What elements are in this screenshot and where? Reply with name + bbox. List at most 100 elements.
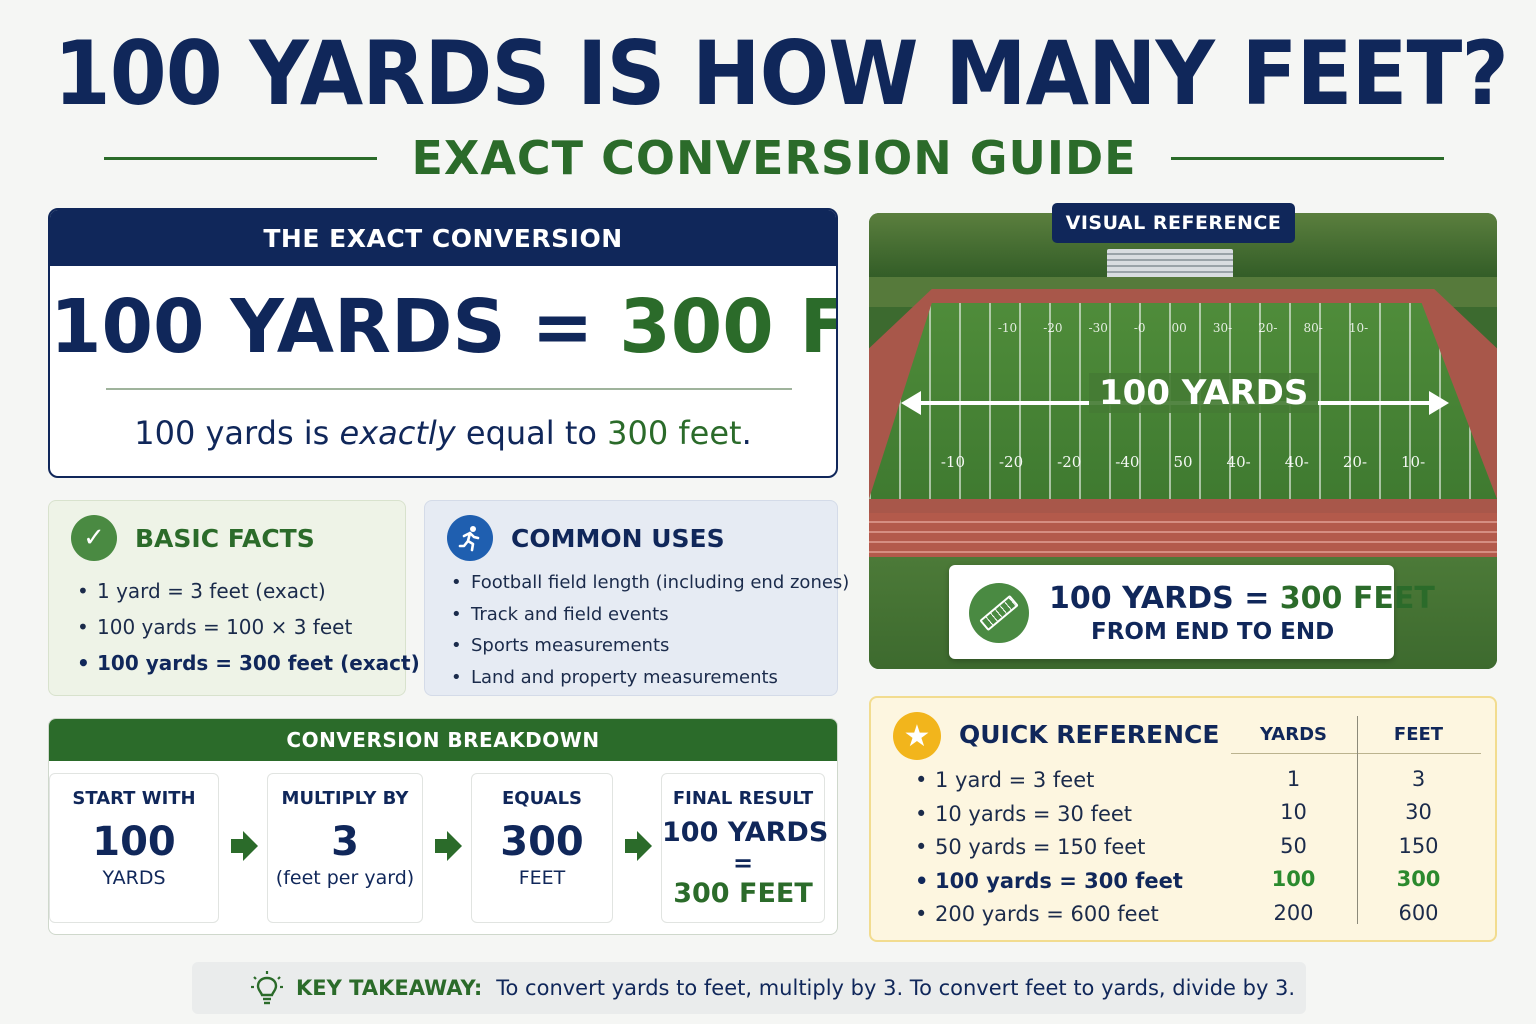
runner-icon-glyph [458, 526, 480, 552]
yard-number: 30- [1212, 321, 1233, 335]
final-result-equals: = [732, 849, 754, 877]
field-yards-label: 100 YARDS [1089, 373, 1319, 413]
final-result-line3: 300 FEET [673, 878, 813, 909]
visual-reference-label: VISUAL REFERENCE [1052, 203, 1295, 243]
exact-conversion-equation: 100 YARDS = 300 FEET [50, 284, 836, 370]
yard-number: -20 [1057, 453, 1082, 471]
step-label: FINAL RESULT [672, 788, 814, 809]
cell-feet: 600 [1398, 900, 1439, 925]
yard-number: 40- [1284, 453, 1309, 471]
sentence-period: . [741, 414, 752, 452]
exact-divider [106, 388, 792, 390]
step-label: START WITH [72, 788, 196, 809]
yard-number: -40 [1115, 453, 1140, 471]
list-item: 100 yards = 300 feet [915, 865, 1183, 899]
lightbulb-icon [251, 971, 283, 1005]
breakdown-step-start: START WITH 100 YARDS [49, 773, 219, 923]
list-item: 10 yards = 30 feet [915, 798, 1183, 832]
exact-left-value: 100 YARDS [50, 284, 506, 370]
football-field-image: -10 -20 -30 -0 00 30- 20- 80- 10- -10 -2… [869, 213, 1497, 669]
bleachers [1107, 249, 1233, 279]
list-item: 100 yards = 100 × 3 feet [77, 609, 420, 645]
quick-reference-title: QUICK REFERENCE [959, 720, 1220, 749]
list-item: 1 yard = 3 feet [915, 764, 1183, 798]
table-row: 200 600 [1231, 896, 1481, 930]
subtitle-rule-right [1170, 156, 1445, 160]
table-divider [1357, 716, 1358, 924]
exact-right-value: 300 FEET [619, 284, 836, 370]
page-title: 100 YARDS IS HOW MANY FEET? [53, 22, 1509, 125]
field-callout: 100 YARDS = 300 FEET FROM END TO END [949, 565, 1435, 659]
list-item: 200 yards = 600 feet [915, 898, 1183, 932]
yard-number: 80- [1303, 321, 1323, 335]
key-takeaway-label: KEY TAKEAWAY: [296, 976, 483, 1000]
yard-number: 00 [1171, 321, 1187, 335]
cell-yards: 200 [1273, 900, 1314, 925]
table-body: 1 3 10 30 50 150 100 300 200 600 [1231, 754, 1481, 930]
list-item: 100 yards = 300 feet (exact) [77, 645, 420, 681]
exact-equals-sign: = [531, 284, 594, 370]
key-takeaway-bar: KEY TAKEAWAY: To convert yards to feet, … [192, 962, 1306, 1014]
yard-number: 20- [1258, 321, 1278, 335]
cell-feet: 30 [1405, 800, 1432, 825]
quick-reference-card: ★ QUICK REFERENCE 1 yard = 3 feet 10 yar… [869, 696, 1497, 942]
star-icon: ★ [893, 712, 941, 760]
common-uses-list: Football field length (including end zon… [451, 567, 849, 693]
list-item: 1 yard = 3 feet (exact) [77, 573, 420, 609]
exact-conversion-card: THE EXACT CONVERSION 100 YARDS = 300 FEE… [48, 208, 838, 478]
yard-number: 20- [1342, 453, 1368, 471]
table-header: YARDS FEET [1231, 716, 1481, 754]
subtitle-row: EXACT CONVERSION GUIDE [104, 130, 1445, 186]
cell-yards: 1 [1286, 766, 1301, 791]
cell-feet: 3 [1411, 766, 1426, 791]
yard-numbers-far: -10 -20 -30 -0 00 30- 20- 80- 10- [869, 321, 1497, 335]
sentence-part-a: 100 yards is [134, 414, 340, 452]
yard-number: -0 [1133, 321, 1146, 335]
cell-yards: 50 [1280, 833, 1307, 858]
subtitle-rule-left [104, 156, 378, 160]
list-item: Football field length (including end zon… [451, 567, 849, 599]
yard-number: 50 [1173, 453, 1193, 471]
yard-number: -10 [997, 321, 1018, 335]
sentence-emphasis: exactly [339, 414, 456, 452]
arrow-right-icon [1429, 391, 1449, 415]
exact-conversion-header: THE EXACT CONVERSION [50, 210, 836, 266]
yard-number: 10- [1348, 321, 1369, 335]
callout-line1: 100 YARDS = 300 FEET [1049, 581, 1435, 616]
column-header-feet: FEET [1393, 724, 1444, 745]
common-uses-title: COMMON USES [511, 523, 725, 553]
table-row: 50 150 [1231, 829, 1481, 863]
runner-icon [447, 515, 493, 561]
callout-line2: FROM END TO END [1091, 619, 1335, 645]
final-result-line1: 100 YARDS [662, 817, 829, 848]
yard-numbers-near: -10 -20 -20 -40 50 40- 40- 20- 10- [869, 453, 1497, 471]
callout-yards: 100 YARDS = [1049, 581, 1280, 616]
page-subtitle: EXACT CONVERSION GUIDE [411, 131, 1137, 185]
step-unit: (feet per yard) [275, 867, 415, 889]
basic-facts-head: ✓ BASIC FACTS [71, 515, 315, 561]
yard-number: -10 [940, 453, 965, 471]
basic-facts-title: BASIC FACTS [135, 523, 315, 553]
basic-facts-list: 1 yard = 3 feet (exact) 100 yards = 100 … [77, 573, 420, 681]
step-value: 300 [500, 819, 584, 865]
breakdown-step-final: FINAL RESULT 100 YARDS = 300 FEET [661, 773, 829, 923]
basic-facts-card: ✓ BASIC FACTS 1 yard = 3 feet (exact) 10… [48, 500, 420, 696]
checkmark-icon: ✓ [71, 515, 117, 561]
quick-reference-list: 1 yard = 3 feet 10 yards = 30 feet 50 ya… [915, 764, 1183, 932]
step-unit: YARDS [102, 867, 166, 889]
exact-sentence: 100 yards is exactly equal to 300 feet. [50, 414, 836, 452]
cell-yards: 10 [1280, 800, 1307, 825]
yard-number: -20 [1043, 321, 1063, 335]
yard-number: 10- [1401, 453, 1426, 471]
table-row: 100 300 [1231, 863, 1481, 897]
ruler-icon [969, 583, 1029, 643]
cell-feet: 150 [1398, 833, 1439, 858]
cell-yards: 100 [1271, 867, 1316, 892]
conversion-breakdown: CONVERSION BREAKDOWN START WITH 100 YARD… [48, 718, 838, 935]
arrow-left-icon [901, 391, 921, 415]
list-item: Sports measurements [451, 630, 849, 662]
sentence-result: 300 feet [607, 414, 742, 452]
key-takeaway-text: To convert yards to feet, multiply by 3.… [496, 976, 1296, 1000]
track-lanes [869, 513, 1497, 557]
step-label: MULTIPLY BY [281, 788, 409, 809]
